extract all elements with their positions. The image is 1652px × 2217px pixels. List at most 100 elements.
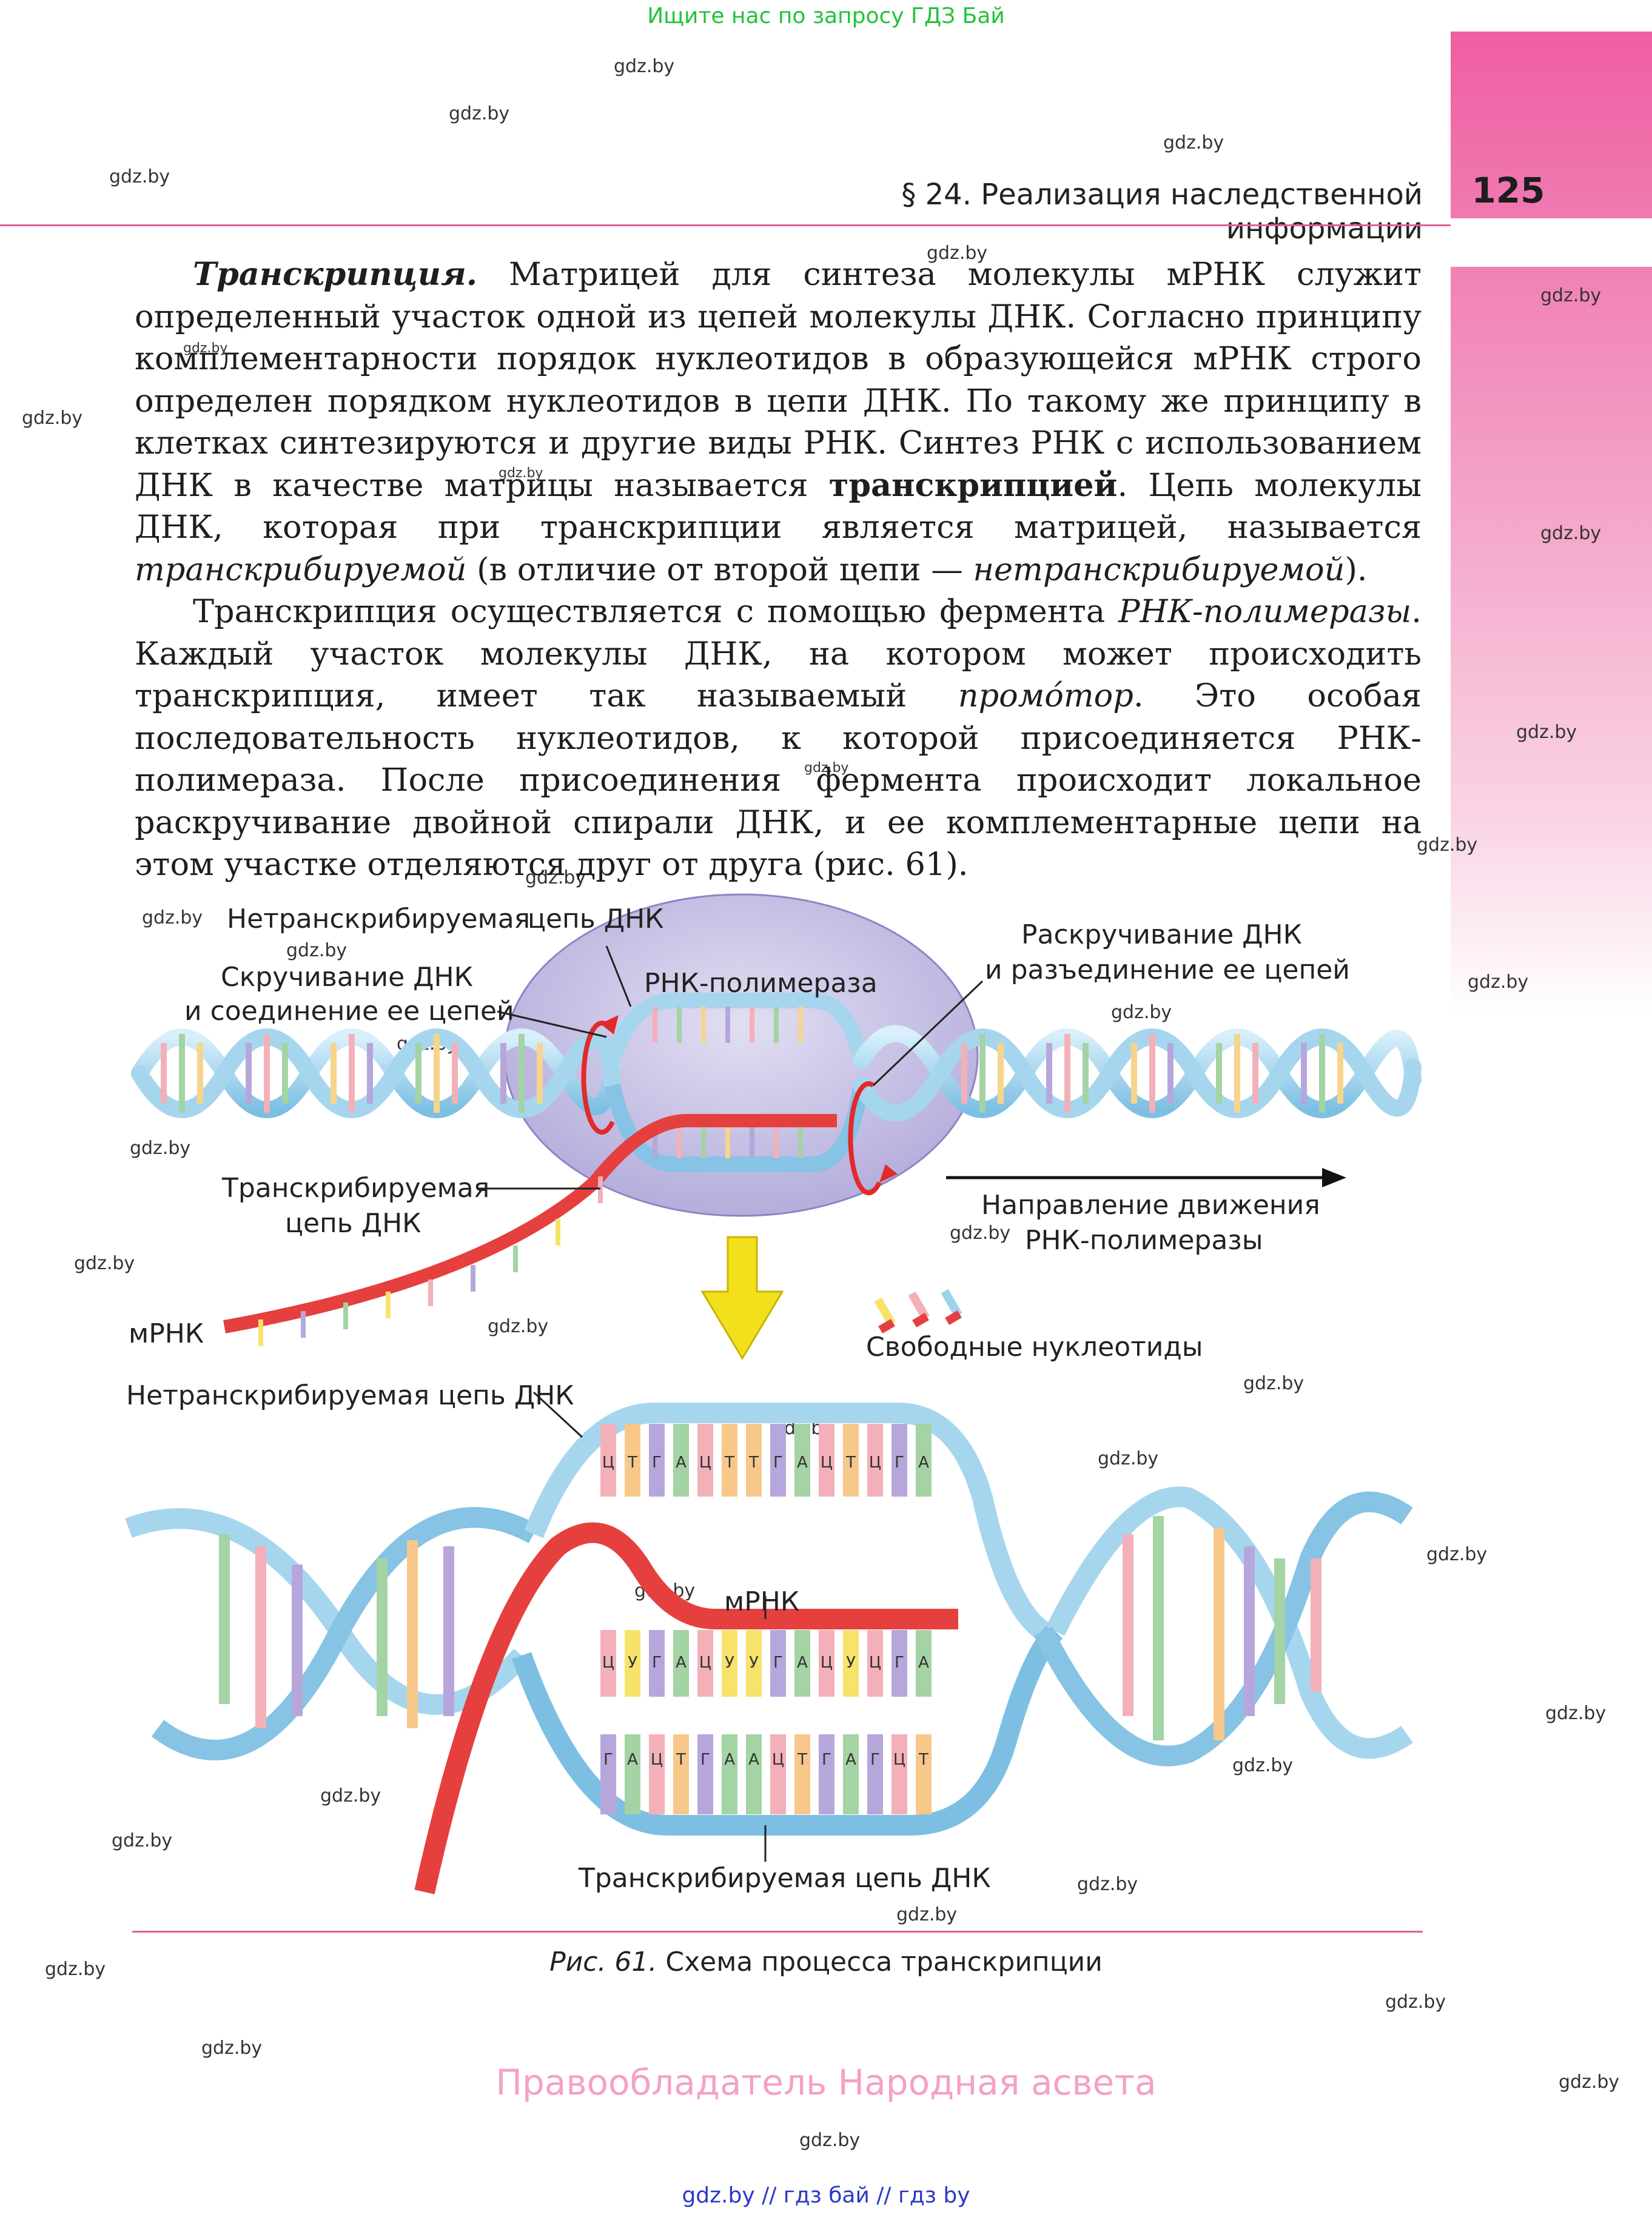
footer-links[interactable]: gdz.by // гдз бай // гдз by bbox=[682, 2183, 970, 2208]
label-winding: Скручивание ДНК bbox=[221, 962, 473, 993]
mrna-base-bar bbox=[843, 1630, 859, 1697]
nontranscribed-base-letter: Г bbox=[652, 1454, 662, 1472]
label-unwinding: Раскручивание ДНК bbox=[1021, 919, 1302, 950]
transcribed-base-letter: Ц bbox=[651, 1751, 663, 1769]
transcribed-base-letter: А bbox=[627, 1751, 638, 1769]
text-span: . Каждый участок молекулы ДНК, на которо… bbox=[135, 593, 1422, 714]
nontranscribed-base-letter: Т bbox=[627, 1454, 637, 1472]
transcribed-base-bar bbox=[819, 1734, 834, 1814]
mrna-base-bar bbox=[625, 1630, 640, 1697]
copyright-owner: Правообладатель Народная асвета bbox=[495, 2062, 1157, 2103]
watermark: gdz.by bbox=[804, 760, 849, 776]
transcribed-base-bar bbox=[891, 1734, 907, 1814]
nontranscribed-base-bar bbox=[867, 1424, 883, 1497]
term-italic: промо́тор bbox=[958, 677, 1133, 714]
watermark: gdz.by bbox=[1111, 1002, 1172, 1023]
down-arrow-icon bbox=[700, 1236, 784, 1360]
label-direction: Направление движения bbox=[981, 1190, 1320, 1221]
transcribed-base-letter: Ц bbox=[772, 1751, 784, 1769]
term-italic: транскрибируемой bbox=[135, 551, 467, 588]
mrna-base-bar bbox=[891, 1630, 907, 1697]
mrna-base-letter: Ц bbox=[699, 1654, 711, 1672]
transcribed-base-bar bbox=[625, 1734, 640, 1814]
mrna-base-bar bbox=[697, 1630, 713, 1697]
label-free-nucleotides: Свободные нуклеотиды bbox=[866, 1332, 1203, 1363]
mrna-strand bbox=[223, 1114, 837, 1333]
mrna-base-bar bbox=[867, 1630, 883, 1697]
label-transcribed-strand-2: цепь ДНК bbox=[285, 1208, 421, 1239]
term-bold: транскрипцией bbox=[828, 466, 1118, 504]
arrowhead bbox=[600, 1015, 619, 1035]
text-span: ). bbox=[1345, 551, 1368, 588]
mrna-base-letter: Ц bbox=[821, 1654, 833, 1672]
mrna-strand-detail bbox=[414, 1522, 958, 1894]
label-rna-polymerase: РНК-полимераза bbox=[644, 968, 878, 999]
dna-helix-left-b bbox=[151, 1507, 539, 1760]
nontranscribed-base-bar bbox=[770, 1424, 786, 1497]
leader-line bbox=[532, 1391, 583, 1438]
watermark: gdz.by bbox=[45, 1959, 106, 1980]
nontranscribed-base-bar bbox=[746, 1424, 762, 1497]
watermark: gdz.by bbox=[1077, 1874, 1138, 1895]
transcribed-base-bar bbox=[770, 1734, 786, 1814]
transcribed-base-letter: А bbox=[724, 1751, 735, 1769]
transcribed-base-letter: Т bbox=[918, 1751, 928, 1769]
transcribed-base-bar bbox=[649, 1734, 665, 1814]
text-span: Матрицей для синтеза молекулы мРНК служи… bbox=[135, 256, 1422, 504]
nontranscribed-base-bar bbox=[625, 1424, 640, 1497]
nontranscribed-base-letter: А bbox=[676, 1454, 687, 1472]
transcribed-base-bar bbox=[843, 1734, 859, 1814]
transcribed-base-bar bbox=[746, 1734, 762, 1814]
watermark: gdz.by bbox=[950, 1223, 1011, 1244]
mrna-base-letter: У bbox=[749, 1654, 759, 1672]
nontranscribed-strand bbox=[524, 1403, 1050, 1640]
watermark: gdz.by bbox=[1426, 1544, 1488, 1565]
caption-divider bbox=[132, 1931, 1423, 1933]
watermark: gdz.by bbox=[320, 1785, 381, 1806]
watermark: gdz.by bbox=[1540, 523, 1602, 544]
top-banner[interactable]: Ищите нас по запросу ГДЗ Бай bbox=[647, 4, 1005, 29]
mrna-base-letter: А bbox=[797, 1654, 808, 1672]
body-text: Транскрипция. Матрицей для синтеза молек… bbox=[135, 253, 1422, 886]
caption-number: Рис. 61. bbox=[549, 1947, 657, 1977]
term-transcription: Транскрипция. bbox=[193, 256, 478, 293]
transcribed-base-bar bbox=[673, 1734, 689, 1814]
label-mrna-top: мРНК bbox=[129, 1318, 204, 1349]
label-transcribed-strand-detail: Транскрибируемая цепь ДНК bbox=[579, 1863, 991, 1894]
watermark: gdz.by bbox=[1243, 1373, 1304, 1394]
label-mrna-detail: мРНК bbox=[724, 1586, 800, 1617]
watermark: gdz.by bbox=[109, 166, 170, 187]
watermark: gdz.by bbox=[449, 103, 510, 124]
label-direction-2: РНК-полимеразы bbox=[1025, 1225, 1263, 1256]
nontranscribed-base-letter: Г bbox=[773, 1454, 783, 1472]
transcribed-base-letter: Г bbox=[822, 1751, 831, 1769]
leader-line bbox=[872, 980, 984, 1087]
watermark: gdz.by bbox=[799, 2130, 861, 2151]
leader-line bbox=[605, 945, 632, 1007]
winding-arrow bbox=[581, 1021, 615, 1135]
watermark: gdz.by bbox=[1232, 1755, 1294, 1776]
watermark: gdz.by bbox=[112, 1830, 173, 1851]
mrna-base-bar bbox=[794, 1630, 810, 1697]
nontranscribed-base-letter: Ц bbox=[699, 1454, 711, 1472]
transcribed-base-bar bbox=[916, 1734, 932, 1814]
watermark: gdz.by bbox=[1417, 834, 1478, 856]
term-italic: нетранскрибируемой bbox=[973, 551, 1345, 588]
transcribed-base-letter: Г bbox=[700, 1751, 710, 1769]
mrna-base-bar bbox=[673, 1630, 689, 1697]
mrna-base-letter: Г bbox=[773, 1654, 783, 1672]
transcribed-base-bar bbox=[600, 1734, 616, 1814]
watermark: gdz.by bbox=[1559, 2071, 1620, 2093]
header-divider bbox=[0, 224, 1451, 226]
base-pairs-left bbox=[161, 1034, 543, 1113]
watermark: gdz.by bbox=[130, 1138, 191, 1159]
right-helix-bases bbox=[1123, 1516, 1321, 1740]
mrna-base-bar bbox=[600, 1630, 616, 1697]
nontranscribed-base-letter: А bbox=[918, 1454, 929, 1472]
nontranscribed-base-letter: Ц bbox=[869, 1454, 881, 1472]
text-span: (в отличие от второй цепи — bbox=[466, 551, 973, 588]
nontranscribed-base-bar bbox=[649, 1424, 665, 1497]
watermark: gdz.by bbox=[22, 408, 83, 429]
leader-line bbox=[497, 1010, 607, 1038]
